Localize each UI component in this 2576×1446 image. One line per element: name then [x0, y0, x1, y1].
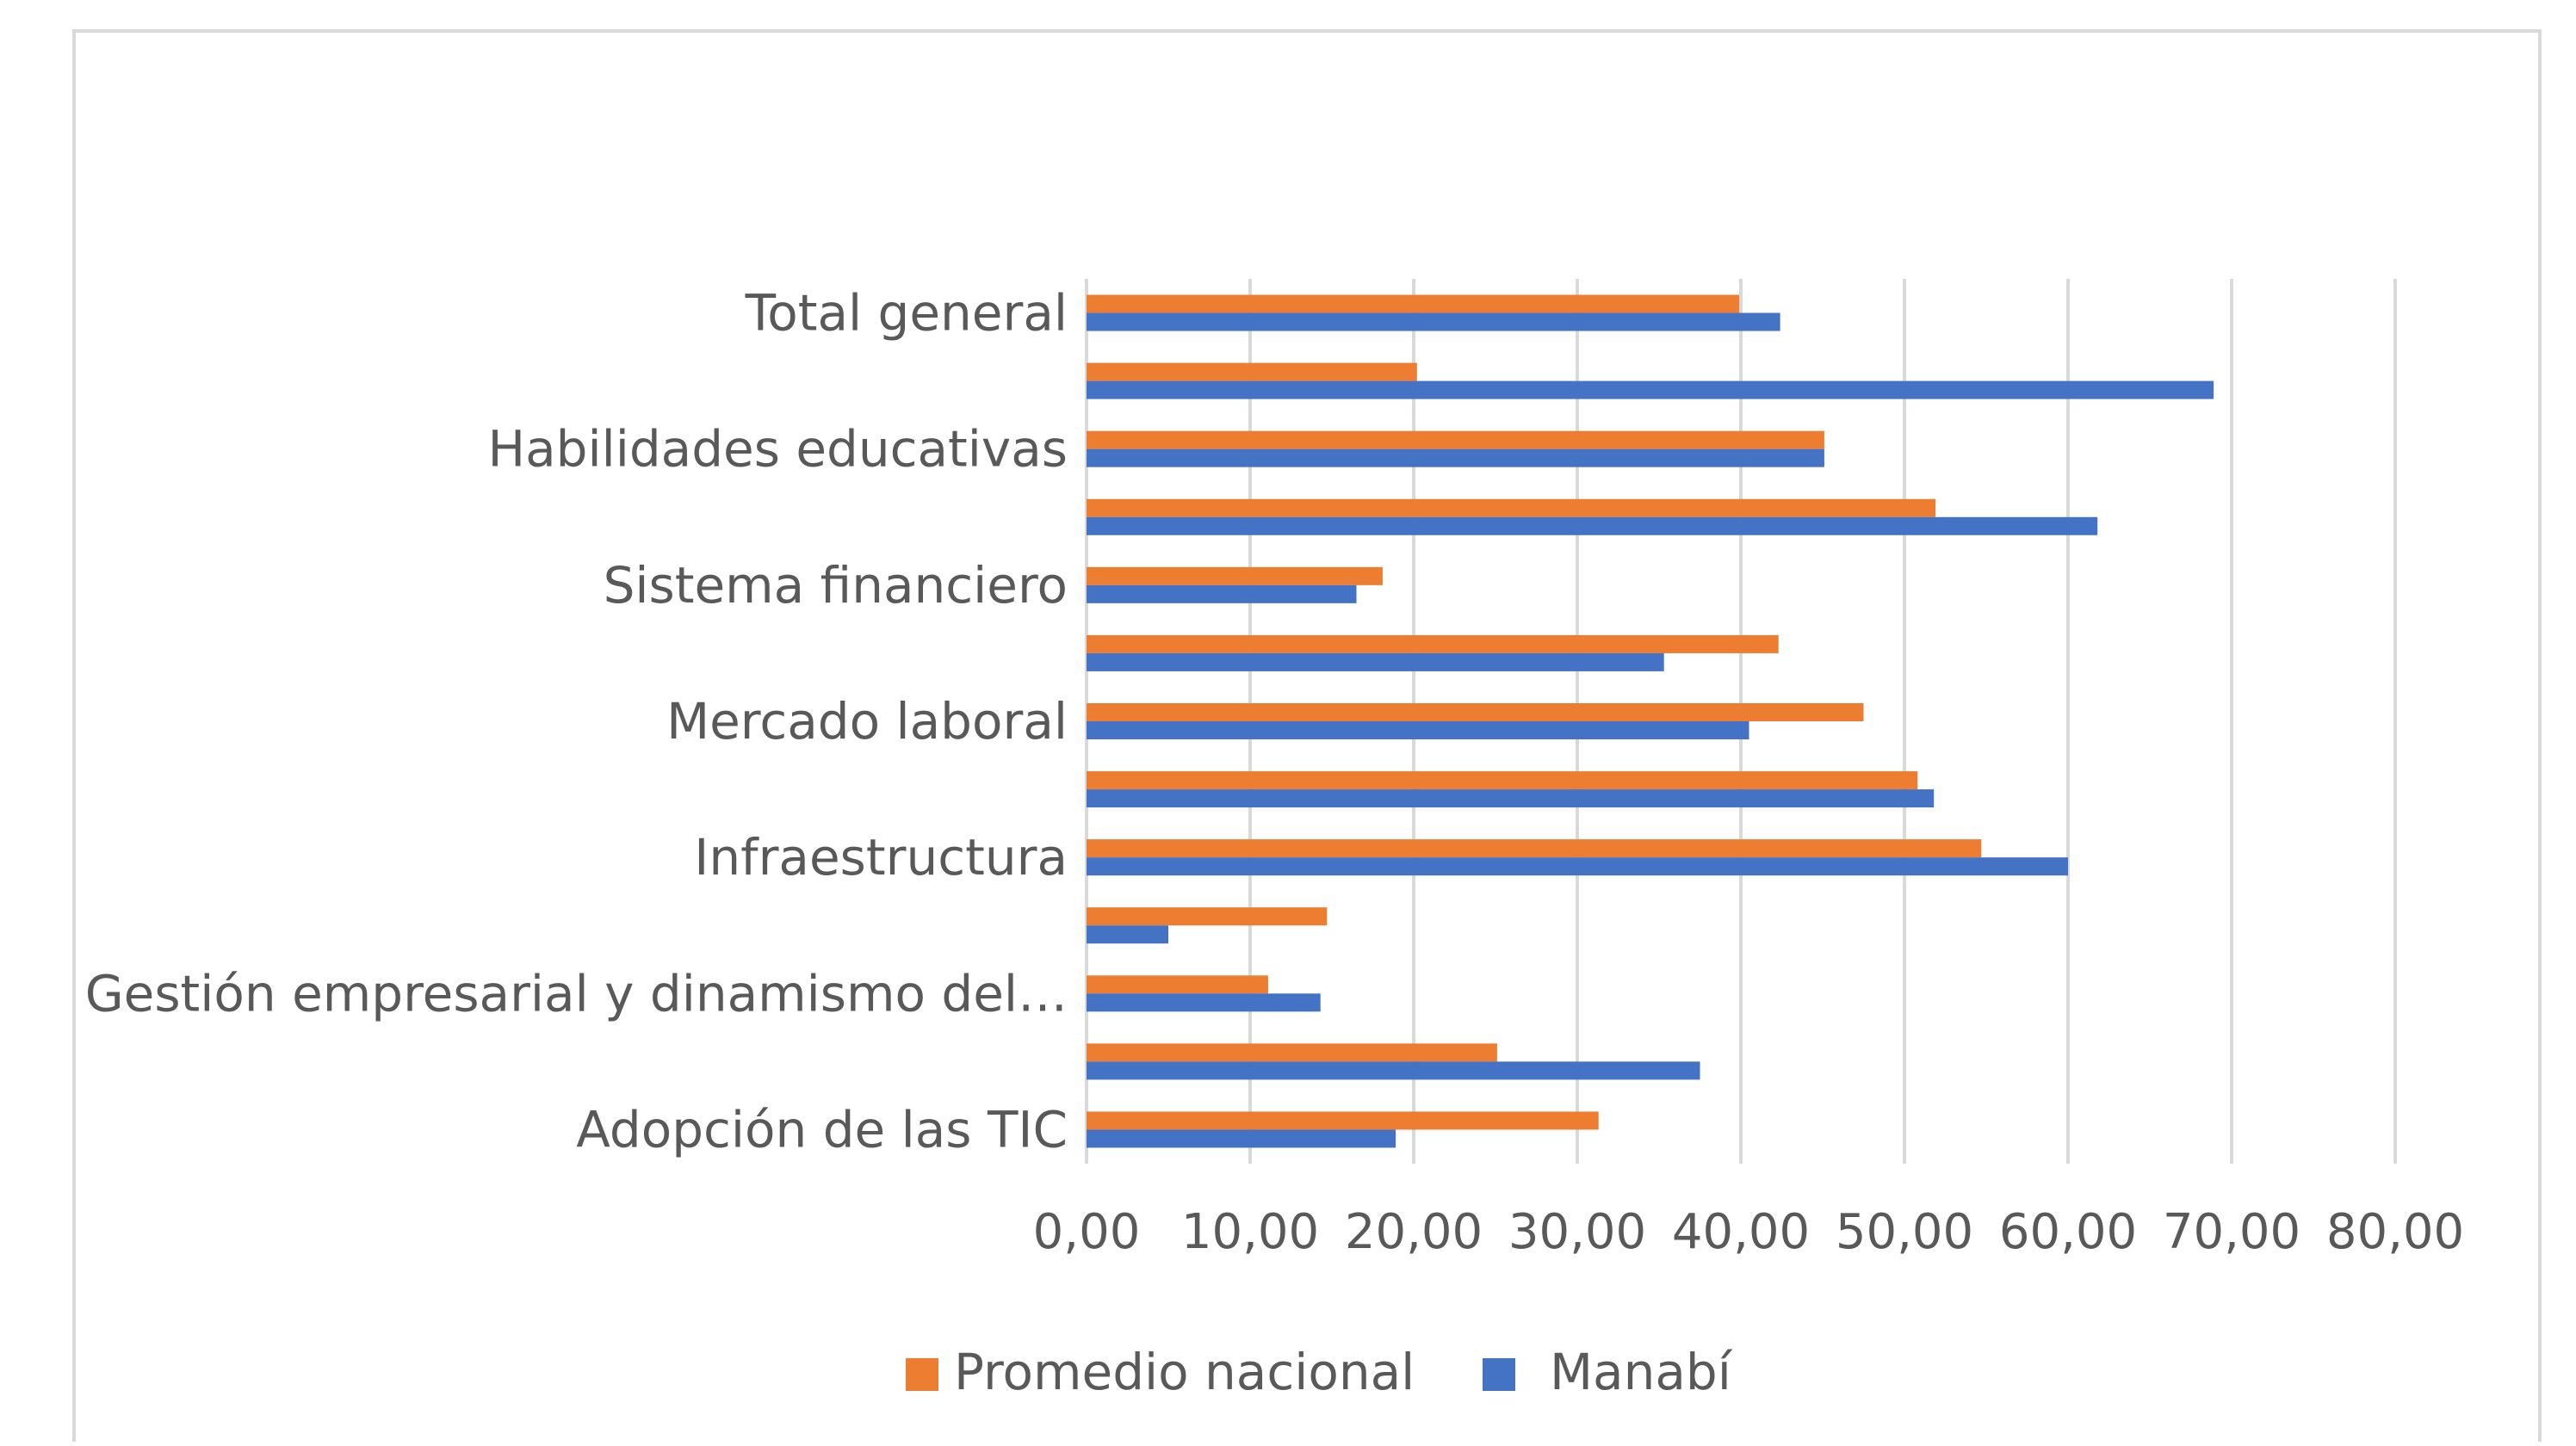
x-tick-label: 80,00: [2326, 1204, 2464, 1260]
legend-swatch: [1483, 1358, 1515, 1391]
category-label: Total general: [745, 284, 1068, 343]
bar-manabi: [1087, 652, 1664, 671]
bar-promedio-nacional: [1087, 498, 1936, 517]
x-tick-label: 20,00: [1345, 1204, 1483, 1260]
legend-label: Promedio nacional: [954, 1343, 1415, 1401]
x-tick-label: 70,00: [2163, 1204, 2300, 1260]
category-label: Sistema financiero: [604, 556, 1068, 615]
x-tick-labels: 0,00 10,00 20,00 30,00 40,00 50,00 60,00 70,00 8…: [1033, 1204, 2465, 1260]
bars: [1087, 294, 2214, 1148]
legend-label: Manabí: [1550, 1343, 1733, 1401]
category-label: Gestión empresarial y dinamismo del…: [85, 964, 1068, 1023]
x-tick-label: 40,00: [1672, 1204, 1810, 1260]
bar-manabi: [1087, 584, 1357, 603]
bar-manabi: [1087, 789, 1935, 808]
bar-promedio-nacional: [1087, 1111, 1599, 1130]
bar-promedio-nacional: [1087, 907, 1328, 926]
bar-promedio-nacional: [1087, 294, 1740, 313]
legend-swatch: [906, 1358, 938, 1391]
bar-promedio-nacional: [1087, 634, 1779, 653]
bar-manabi: [1087, 1061, 1700, 1080]
bar-manabi: [1087, 516, 2098, 535]
category-label: Habilidades educativas: [488, 420, 1068, 479]
category-labels: Adopción de las TIC Gestión empresarial y…: [85, 284, 1068, 1159]
x-tick-label: 10,00: [1181, 1204, 1319, 1260]
bar-manabi: [1087, 448, 1824, 467]
category-label: Adopción de las TIC: [576, 1100, 1068, 1159]
bar-manabi: [1087, 1129, 1396, 1148]
x-tick-label: 50,00: [1836, 1204, 1973, 1260]
bar-manabi: [1087, 380, 2214, 399]
bar-manabi: [1087, 925, 1168, 944]
bar-manabi: [1087, 857, 2068, 876]
bar-promedio-nacional: [1087, 839, 1982, 858]
legend: Promedio nacional Manabí: [906, 1343, 1733, 1401]
bar-promedio-nacional: [1087, 566, 1383, 585]
x-tick-label: 30,00: [1508, 1204, 1646, 1260]
category-label: Mercado laboral: [666, 692, 1068, 751]
bar-promedio-nacional: [1087, 430, 1824, 449]
bar-manabi: [1087, 993, 1321, 1012]
bar-manabi: [1087, 312, 1780, 331]
category-label: Infraestructura: [694, 828, 1068, 887]
x-tick-label: 60,00: [1999, 1204, 2137, 1260]
bar-promedio-nacional: [1087, 362, 1417, 381]
bar-promedio-nacional: [1087, 703, 1864, 721]
x-tick-label: 0,00: [1033, 1204, 1141, 1260]
bar-manabi: [1087, 721, 1749, 739]
bar-promedio-nacional: [1087, 975, 1268, 994]
bar-promedio-nacional: [1087, 1043, 1497, 1062]
bar-promedio-nacional: [1087, 771, 1918, 790]
